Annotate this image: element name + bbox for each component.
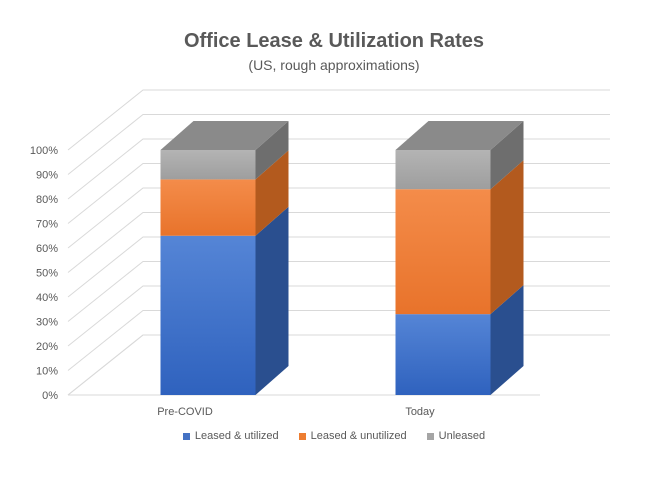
- bar-side-1-0: [490, 285, 524, 395]
- chart-subtitle: (US, rough approximations): [248, 57, 420, 73]
- bar-segment-0-1: [160, 179, 256, 236]
- gridline: [67, 334, 610, 396]
- bar-side-1-1: [490, 160, 524, 315]
- y-tick-label: 70%: [36, 219, 58, 231]
- legend-label: Leased & unutilized: [310, 430, 407, 442]
- y-tick-label: 80%: [36, 194, 58, 206]
- legend-swatch: [298, 432, 306, 440]
- gridline: [67, 187, 610, 249]
- chart-legend: Leased & utilized Leased & unutilized Unle…: [0, 430, 668, 442]
- gridline: [67, 89, 610, 151]
- gridline: [67, 285, 610, 347]
- y-tick-label: 20%: [36, 341, 58, 353]
- chart-title: Office Lease & Utilization Rates: [183, 30, 485, 52]
- bar-top-0: [160, 121, 289, 150]
- gridline: [67, 212, 610, 273]
- y-tick-label: 10%: [36, 366, 58, 378]
- bar-segment-1-2: [395, 150, 491, 190]
- y-tick-label: 60%: [36, 243, 58, 255]
- y-tick-label: 30%: [36, 317, 58, 329]
- category-label: Pre-COVID: [157, 406, 213, 418]
- y-tick-label: 100%: [30, 145, 58, 157]
- category-label: Today: [405, 406, 435, 418]
- y-tick-label: 40%: [36, 292, 58, 304]
- y-tick-label: 50%: [36, 268, 58, 280]
- legend-item: Leased & utilized: [182, 430, 279, 442]
- gridline: [67, 138, 610, 200]
- gridline: [67, 236, 610, 298]
- bar-segment-0-0: [160, 235, 256, 395]
- y-tick-label: 90%: [36, 170, 58, 182]
- bar-side-0-2: [255, 121, 289, 180]
- bar-segment-0-2: [160, 150, 256, 180]
- bar-side-0-1: [255, 150, 289, 236]
- gridline: [67, 310, 610, 371]
- y-tick-label: 0%: [42, 390, 58, 402]
- legend-item: Leased & unutilized: [298, 430, 407, 442]
- gridline: [67, 114, 610, 175]
- bar-side-0-0: [255, 206, 289, 395]
- gridline: [67, 163, 610, 224]
- legend-label: Unleased: [438, 430, 486, 442]
- legend-swatch: [182, 432, 190, 440]
- bar-segment-1-1: [395, 189, 491, 315]
- legend-label: Leased & utilized: [194, 430, 279, 442]
- legend-item: Unleased: [426, 430, 486, 442]
- bar-segment-1-0: [395, 314, 491, 395]
- bar-side-1-2: [490, 121, 524, 190]
- legend-swatch: [426, 432, 434, 440]
- bar-top-1: [395, 121, 524, 150]
- gridline: [67, 261, 610, 322]
